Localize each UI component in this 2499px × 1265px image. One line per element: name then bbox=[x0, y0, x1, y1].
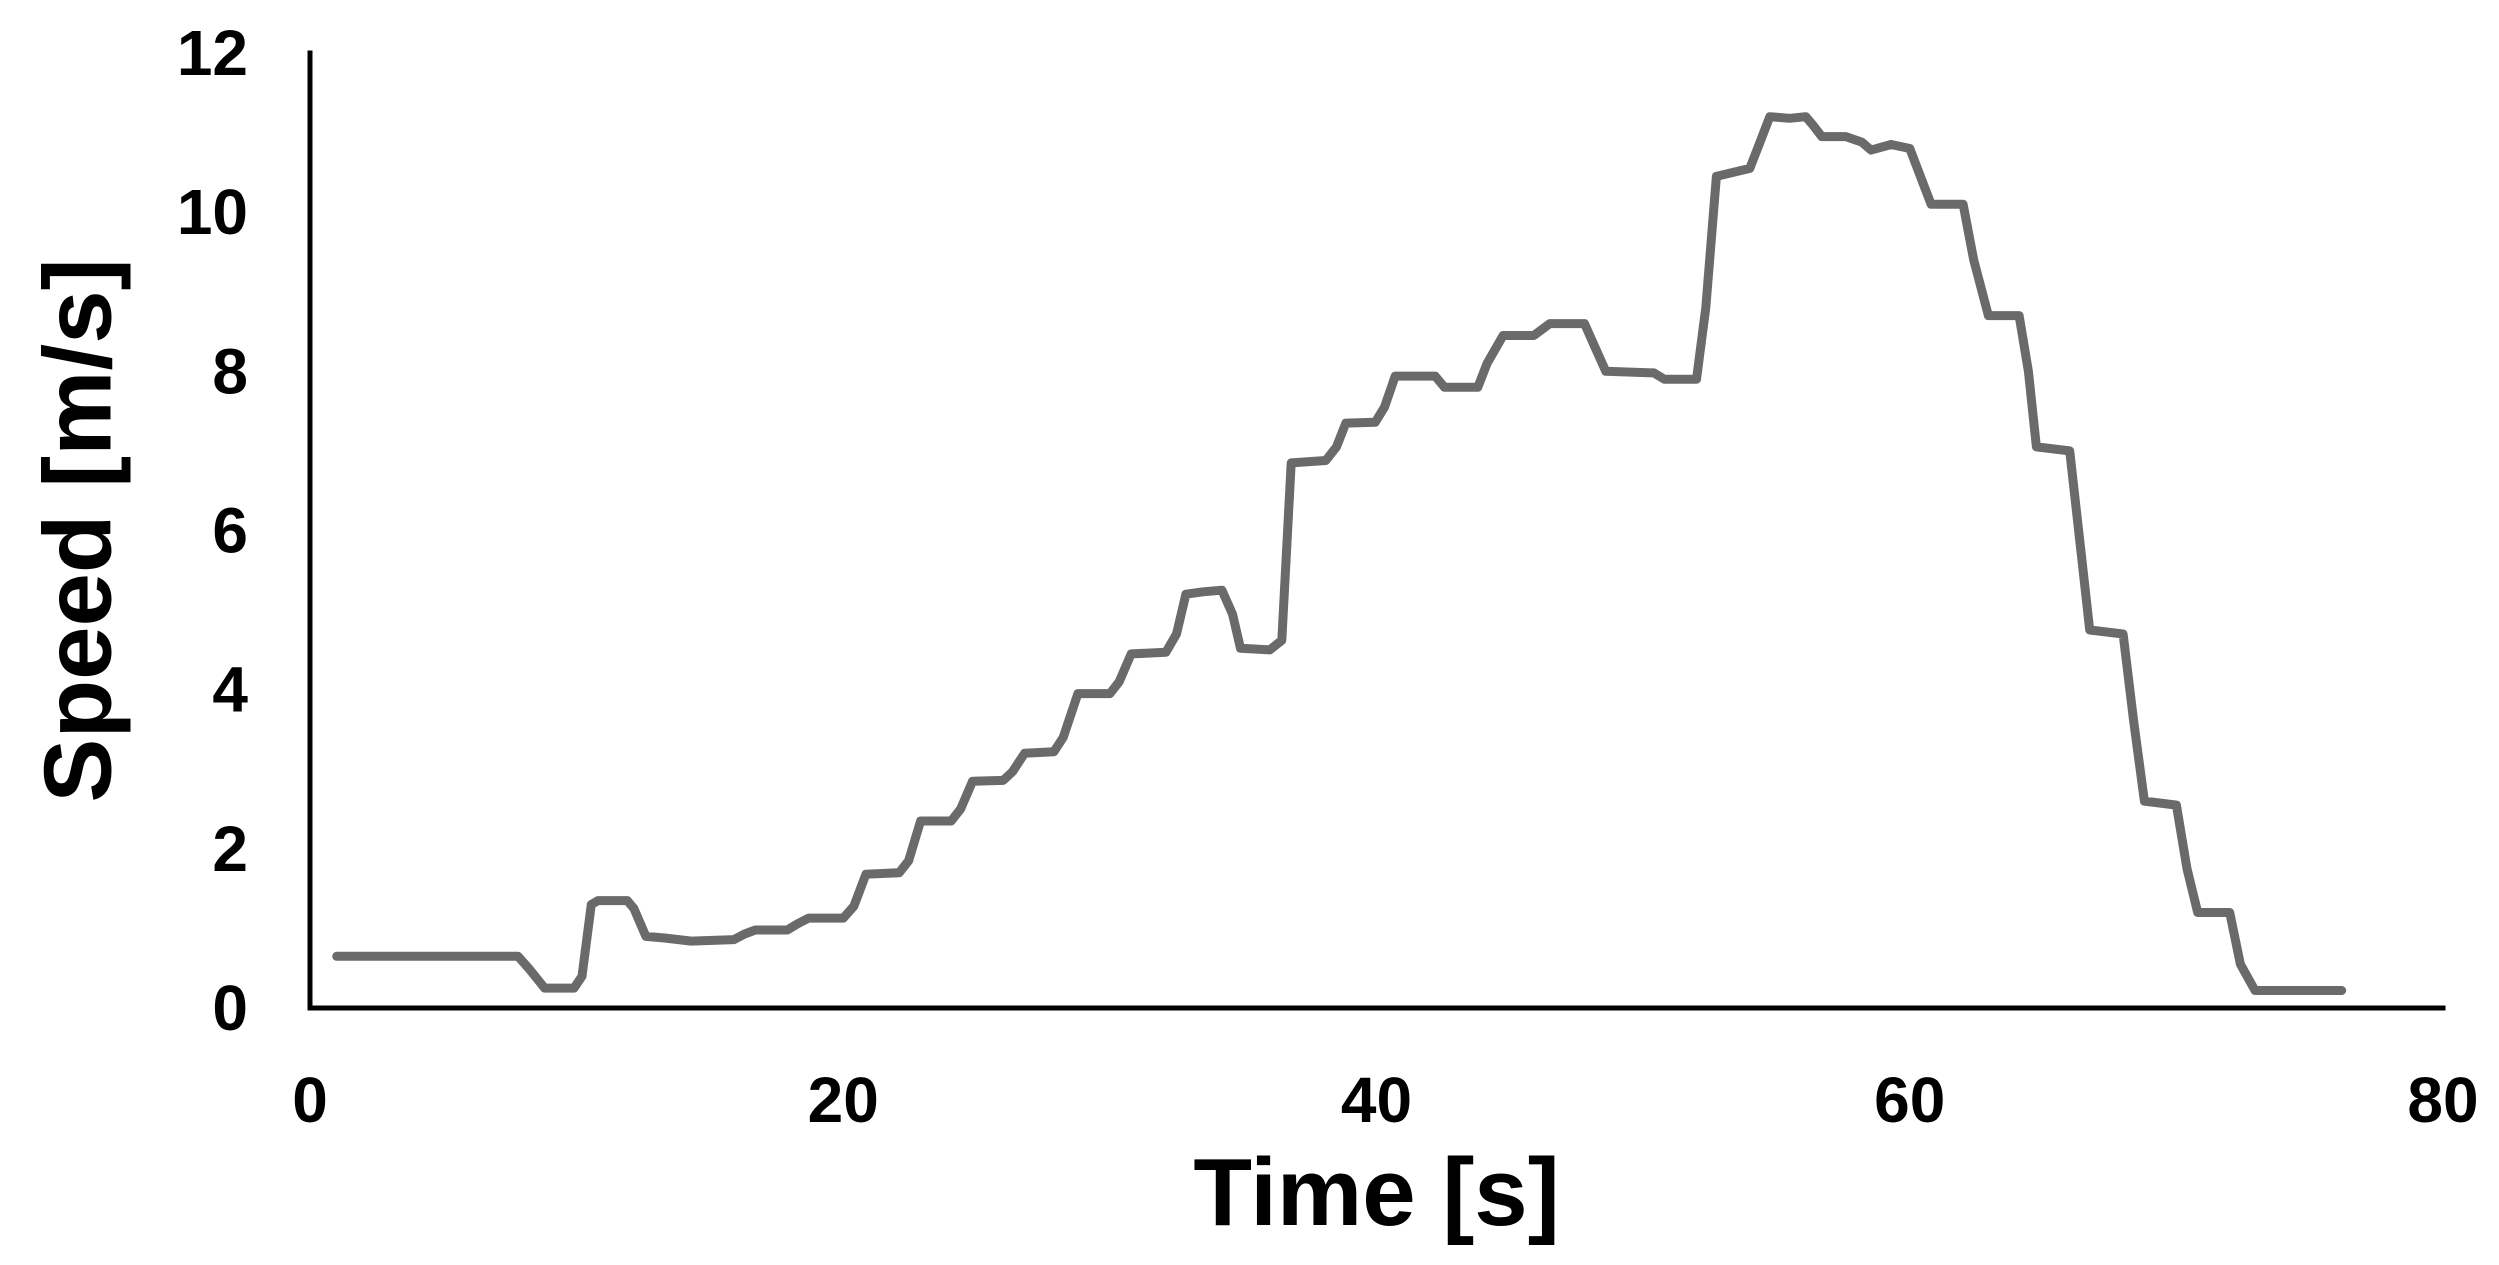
x-axis-title: Time [s] bbox=[1193, 1139, 1559, 1246]
y-tick-label: 8 bbox=[212, 335, 248, 407]
tick-labels-layer: 0 2 4 6 8 10 12 0 20 40 60 80 bbox=[177, 17, 2479, 1136]
x-tick-label: 60 bbox=[1874, 1064, 1945, 1136]
x-tick-label: 20 bbox=[808, 1064, 879, 1136]
y-tick-label: 10 bbox=[177, 176, 248, 248]
x-tick-label: 40 bbox=[1341, 1064, 1412, 1136]
x-tick-label: 0 bbox=[292, 1064, 328, 1136]
y-tick-label: 4 bbox=[212, 654, 248, 726]
y-tick-label: 6 bbox=[212, 495, 248, 567]
axis-lines bbox=[307, 50, 2446, 1011]
y-axis-title: Speed [m/s] bbox=[25, 258, 132, 802]
x-tick-label: 80 bbox=[2407, 1064, 2478, 1136]
y-tick-label: 0 bbox=[212, 972, 248, 1044]
y-tick-label: 12 bbox=[177, 17, 248, 89]
speed-series-line bbox=[332, 112, 2347, 995]
y-tick-label: 2 bbox=[212, 813, 248, 885]
